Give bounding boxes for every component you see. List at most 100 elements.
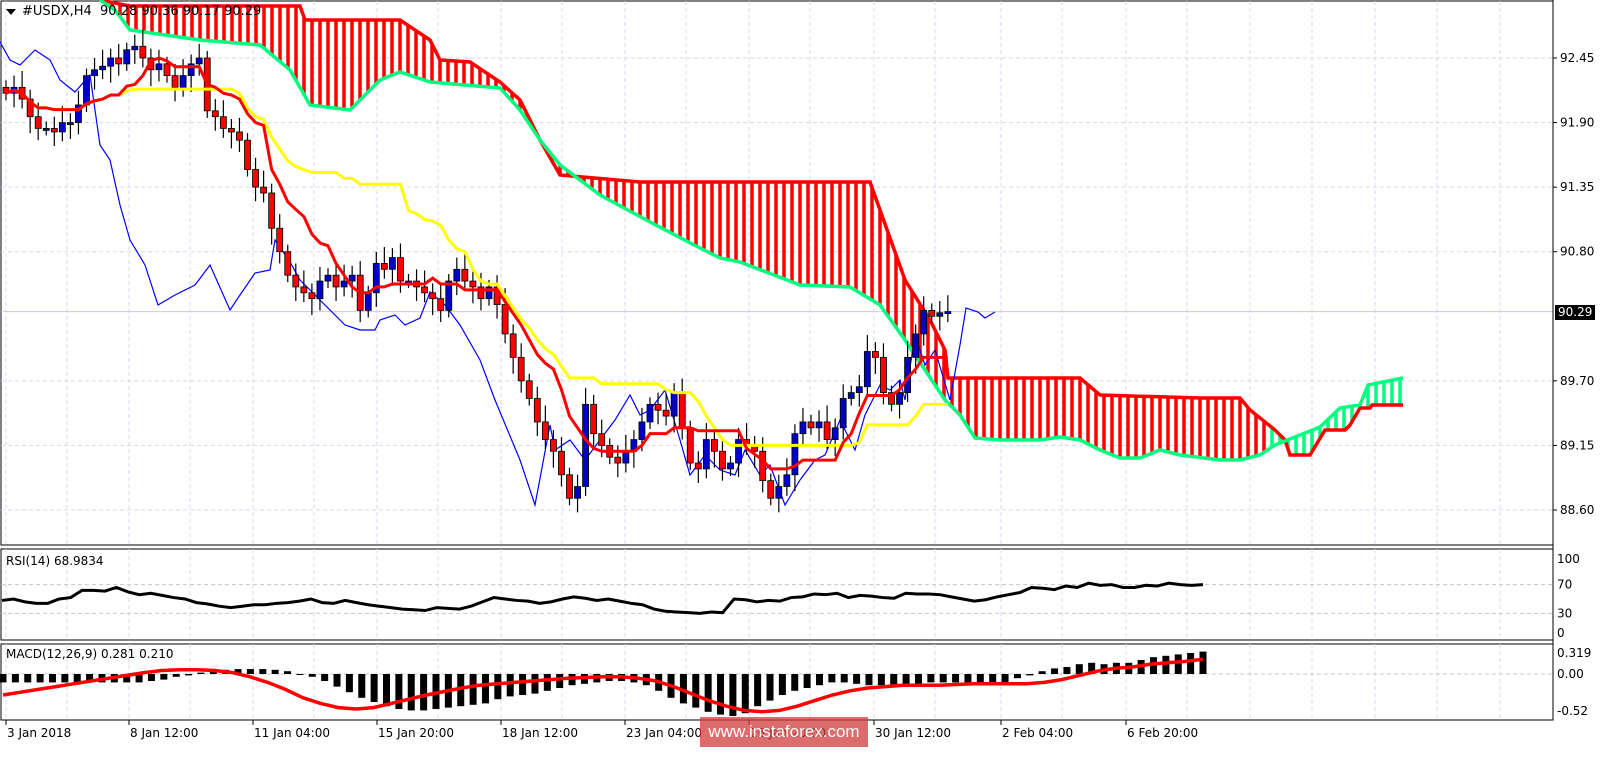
macd-histogram-bar <box>407 674 415 711</box>
macd-histogram-bar <box>976 674 984 683</box>
macd-histogram-bar <box>890 674 898 687</box>
macd-histogram-bar <box>914 674 922 684</box>
macd-histogram-bar <box>234 669 242 674</box>
macd-histogram-bar <box>531 674 539 694</box>
macd-histogram-bar <box>86 674 94 683</box>
macd-histogram-bar <box>36 674 44 683</box>
chikou-span-line <box>0 41 996 508</box>
macd-histogram-bar <box>803 674 811 688</box>
bear-candle <box>429 292 437 300</box>
bear-candle <box>678 392 686 429</box>
bull-candle <box>155 63 163 71</box>
bull-candle <box>936 312 944 317</box>
macd-histogram-bar <box>828 674 836 683</box>
macd-histogram-bar <box>766 674 774 701</box>
bear-candle <box>397 257 404 282</box>
macd-histogram-bar <box>1026 674 1034 676</box>
rsi-line <box>1 581 1204 615</box>
ohlc-label: 90.28 90.36 90.17 90.29 <box>100 4 262 19</box>
bull-candle <box>91 69 98 77</box>
senkou-span-a-line <box>99 0 1404 462</box>
time-axis-label: 18 Jan 12:00 <box>502 726 578 740</box>
bear-candle <box>533 398 541 423</box>
bull-candle <box>920 310 928 335</box>
macd-histogram-bar <box>877 674 885 686</box>
bear-candle <box>211 110 219 118</box>
macd-histogram-bar <box>1199 651 1207 674</box>
rsi-axis-label: 100 <box>1557 552 1580 566</box>
rsi-axis-label: 70 <box>1557 578 1572 592</box>
macd-histogram-bar <box>185 674 193 676</box>
bear-candle <box>276 227 284 253</box>
macd-histogram-bar <box>61 674 69 683</box>
macd-histogram-bar <box>791 674 799 691</box>
bull-candle <box>42 128 50 131</box>
bull-candle <box>896 392 903 405</box>
macd-histogram-bar <box>717 674 725 715</box>
macd-histogram-bar <box>308 674 316 677</box>
macd-histogram-bar <box>1063 667 1071 674</box>
bear-candle <box>421 286 429 294</box>
macd-axis-label: -0.52 <box>1557 704 1588 718</box>
price-axis-label: 91.90 <box>1560 116 1594 130</box>
bear-candle <box>34 116 42 129</box>
bear-candle <box>26 98 34 118</box>
macd-histogram-bar <box>902 674 910 686</box>
dropdown-triangle-icon[interactable] <box>6 8 16 15</box>
bear-candle <box>469 280 477 288</box>
bear-candle <box>244 139 251 170</box>
price-axis-label: 92.45 <box>1560 51 1594 65</box>
bull-candle <box>574 486 581 499</box>
price-axis-label: 90.80 <box>1560 245 1594 259</box>
macd-histogram-bar <box>160 674 168 680</box>
macd-histogram-bar <box>989 674 997 683</box>
time-axis-label: 3 Jan 2018 <box>7 726 71 740</box>
macd-histogram-bar <box>259 669 267 674</box>
bear-candle <box>139 45 147 59</box>
bear-candle <box>654 403 662 411</box>
macd-histogram-bar <box>1038 671 1046 674</box>
watermark: www.instaforex.com <box>700 717 868 747</box>
bull-candle <box>582 403 589 487</box>
macd-histogram-bar <box>964 674 972 683</box>
bear-candle <box>767 480 775 499</box>
chart-title: #USDX,H4 90.28 90.36 90.17 90.29 <box>6 4 261 19</box>
macd-histogram-bar <box>1174 654 1182 674</box>
macd-histogram-bar <box>692 674 700 708</box>
bear-candle <box>686 427 694 464</box>
macd-histogram-bar <box>729 674 737 716</box>
bear-candle <box>719 450 726 470</box>
bull-candle <box>702 439 710 470</box>
bear-candle <box>252 169 259 188</box>
macd-histogram-bar <box>481 674 489 704</box>
macd-histogram-bar <box>704 674 712 712</box>
bear-candle <box>268 192 276 229</box>
bear-candle <box>525 380 533 399</box>
macd-histogram-bar <box>358 674 366 698</box>
bear-candle <box>380 263 388 270</box>
bear-candle <box>461 268 469 282</box>
bull-candle <box>775 486 783 499</box>
bear-candle <box>807 421 815 429</box>
macd-histogram-bar <box>48 674 56 683</box>
macd-histogram-bar <box>1075 664 1083 674</box>
time-axis-label: 2 Feb 04:00 <box>1002 726 1073 740</box>
bull-candle <box>863 351 871 388</box>
bull-candle <box>348 274 356 282</box>
price-axis-label: 89.15 <box>1560 438 1594 452</box>
macd-histogram-bar <box>246 669 254 674</box>
macd-histogram-bar <box>494 674 502 700</box>
macd-title: MACD(12,26,9) 0.281 0.210 <box>6 647 174 661</box>
macd-histogram-bar <box>271 669 279 674</box>
bull-candle <box>388 257 396 270</box>
bear-candle <box>501 304 509 335</box>
bull-candle <box>638 421 646 440</box>
time-axis-label: 15 Jan 20:00 <box>378 726 454 740</box>
bull-candle <box>75 104 82 123</box>
bull-candle <box>58 122 66 133</box>
time-axis-label: 30 Jan 12:00 <box>875 726 951 740</box>
time-axis-label: 8 Jan 12:00 <box>130 726 198 740</box>
bear-candle <box>171 75 179 88</box>
macd-histogram-bar <box>135 674 143 683</box>
